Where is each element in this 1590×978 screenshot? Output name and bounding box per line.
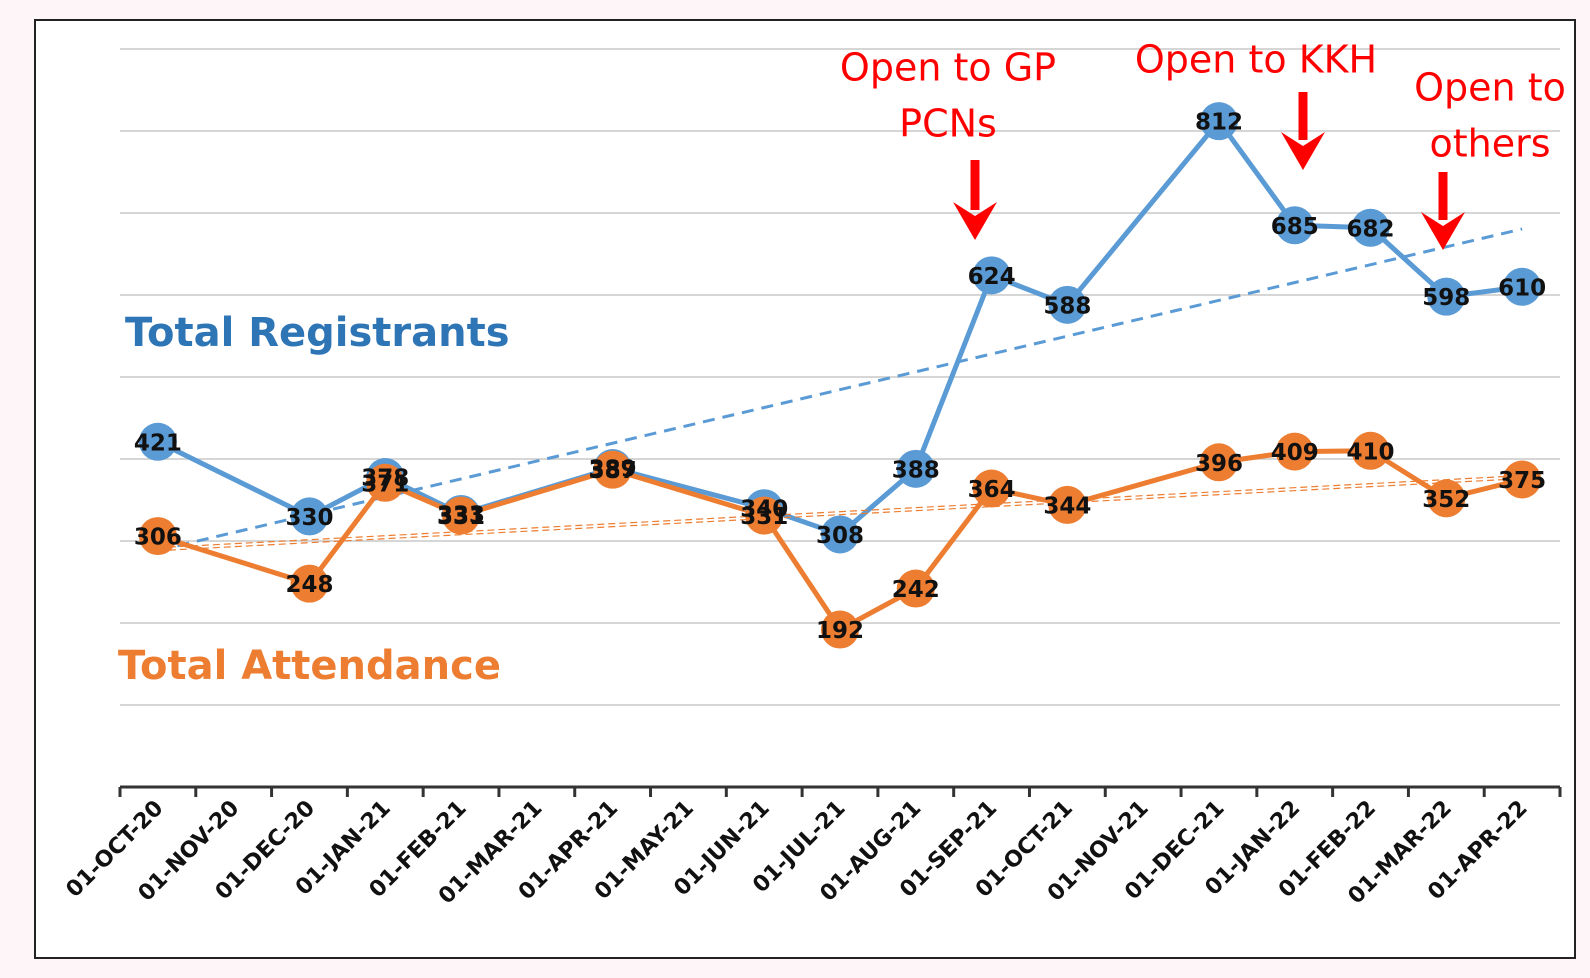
marker [1048, 485, 1087, 524]
marker [972, 469, 1011, 508]
data-label: 421 [134, 430, 182, 456]
data-label: 610 [1498, 275, 1546, 301]
legend-label: Total Attendance [118, 643, 501, 689]
data-label: 409 [1271, 440, 1319, 466]
data-label: 682 [1347, 216, 1395, 242]
marker [1351, 208, 1390, 247]
data-label: 387 [589, 458, 637, 484]
marker [138, 517, 177, 556]
data-label: 192 [816, 618, 864, 644]
marker [366, 463, 405, 502]
annotation-arrowhead [953, 202, 997, 240]
marker [1427, 277, 1466, 316]
marker [1199, 102, 1238, 141]
marker [896, 569, 935, 608]
annotation: Open to KKH [1135, 38, 1377, 82]
marker [290, 564, 329, 603]
marker [1275, 432, 1314, 471]
data-label: 308 [816, 523, 864, 549]
marker [821, 515, 859, 554]
data-label: 340 [740, 497, 788, 523]
marker [896, 449, 935, 488]
trendline [157, 227, 1523, 552]
data-label: 331 [740, 504, 788, 530]
data-label: 331 [437, 504, 485, 530]
marker [821, 610, 859, 649]
data-label: 685 [1271, 214, 1319, 240]
legend-label: Total Registrants [125, 310, 510, 356]
marker [1351, 431, 1390, 470]
marker [1427, 479, 1466, 518]
marker [442, 496, 481, 535]
data-label: 333 [437, 502, 485, 528]
data-label: 242 [892, 577, 940, 603]
trendline [157, 478, 1523, 552]
data-label: 410 [1347, 439, 1395, 465]
annotation-arrowhead [1281, 132, 1325, 170]
marker [1503, 460, 1542, 499]
data-label: 330 [285, 505, 333, 531]
annotation-arrowhead [1421, 212, 1465, 250]
marker [138, 422, 177, 461]
data-label: 306 [134, 525, 182, 551]
data-label: 812 [1195, 110, 1243, 136]
marker [290, 497, 329, 536]
data-label: 375 [1498, 468, 1546, 494]
data-label: 389 [589, 457, 637, 483]
marker [972, 256, 1011, 295]
data-label: 378 [361, 466, 409, 492]
annotation: Open to [1414, 66, 1566, 110]
data-label: 588 [1043, 293, 1091, 319]
marker [593, 450, 632, 489]
chart-frame [34, 19, 1576, 959]
data-label: 598 [1422, 285, 1470, 311]
data-label: 364 [968, 477, 1016, 503]
data-label: 624 [968, 264, 1016, 290]
marker [1199, 443, 1238, 482]
data-label: 388 [892, 457, 940, 483]
data-label: 396 [1195, 451, 1243, 477]
data-label: 371 [361, 471, 409, 497]
data-label: 344 [1043, 493, 1091, 519]
marker [1503, 267, 1542, 306]
trendline [157, 475, 1523, 549]
annotation: Open to GP [840, 46, 1056, 90]
annotation: PCNs [899, 102, 997, 146]
marker [1048, 285, 1087, 324]
annotation: others [1429, 122, 1550, 166]
marker [745, 496, 784, 535]
data-label: 352 [1422, 487, 1470, 513]
marker [1275, 206, 1314, 245]
data-label: 248 [285, 572, 333, 598]
